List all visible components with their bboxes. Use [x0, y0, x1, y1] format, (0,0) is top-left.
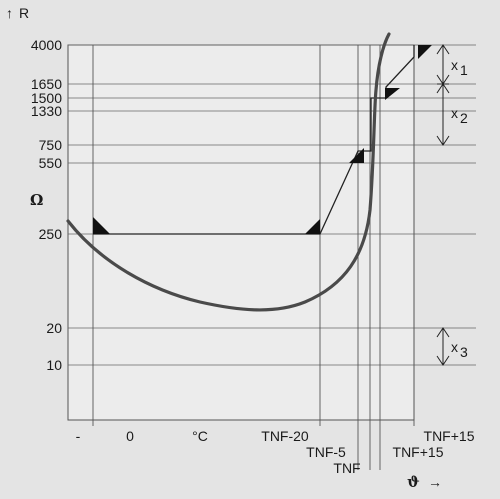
- tolerance-markers: [436, 44, 450, 366]
- tolerance-label: x: [451, 57, 458, 73]
- x-axis-arrow-icon: →: [428, 474, 442, 490]
- x-tick-label: -: [76, 428, 81, 444]
- x-tick-label: TNF+15: [424, 428, 475, 444]
- y-tick-label: 550: [39, 155, 63, 171]
- limit-marker-triangle: [93, 217, 110, 234]
- limit-marker-triangle: [349, 148, 364, 163]
- limit-marker-triangle: [385, 88, 400, 100]
- resistance-curve: [66, 32, 391, 312]
- axis-labels: ↑ R Ω ϑ → 40001650150013307505502502010-…: [6, 5, 475, 491]
- x-tick-label: TNF-20: [261, 428, 309, 444]
- y-tick-label: 4000: [31, 37, 62, 53]
- x-tick-label: 0: [126, 428, 134, 444]
- y-tick-label: 750: [39, 137, 63, 153]
- tolerance-x3: [436, 327, 450, 366]
- x-tick-label: TNF: [333, 460, 360, 476]
- y-tick-label: 10: [46, 357, 62, 373]
- tolerance-x1: [436, 44, 450, 85]
- limit-marker-triangle: [305, 219, 320, 234]
- tolerance-label: x: [451, 105, 458, 121]
- limit-line: [93, 45, 432, 235]
- limit-polyline: [93, 45, 415, 235]
- limit-marker-triangle: [418, 45, 432, 59]
- grid: [67, 44, 476, 470]
- x-tick-label: °C: [192, 428, 208, 444]
- y-axis-label: R: [19, 5, 29, 21]
- y-axis-arrow-icon: ↑: [6, 5, 13, 21]
- x-tick-label: TNF-5: [306, 444, 346, 460]
- series-curve: [66, 32, 391, 312]
- x-tick-label: TNF+15: [393, 444, 444, 460]
- tolerance-x2: [436, 83, 450, 146]
- y-tick-label: 1650: [31, 76, 62, 92]
- tolerance-subscript: 2: [460, 110, 468, 126]
- y-unit-label: Ω: [30, 191, 43, 209]
- y-tick-label: 250: [39, 226, 63, 242]
- y-tick-label: 1500: [31, 90, 62, 106]
- plot-area: [67, 44, 415, 421]
- x-axis-label: ϑ: [407, 473, 420, 491]
- y-tick-label: 20: [46, 320, 62, 336]
- y-tick-label: 1330: [31, 103, 62, 119]
- tolerance-subscript: 1: [460, 62, 468, 78]
- tolerance-label: x: [451, 339, 458, 355]
- tolerance-subscript: 3: [460, 344, 468, 360]
